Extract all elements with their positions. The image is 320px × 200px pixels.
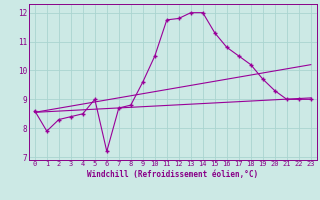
X-axis label: Windchill (Refroidissement éolien,°C): Windchill (Refroidissement éolien,°C): [87, 170, 258, 179]
